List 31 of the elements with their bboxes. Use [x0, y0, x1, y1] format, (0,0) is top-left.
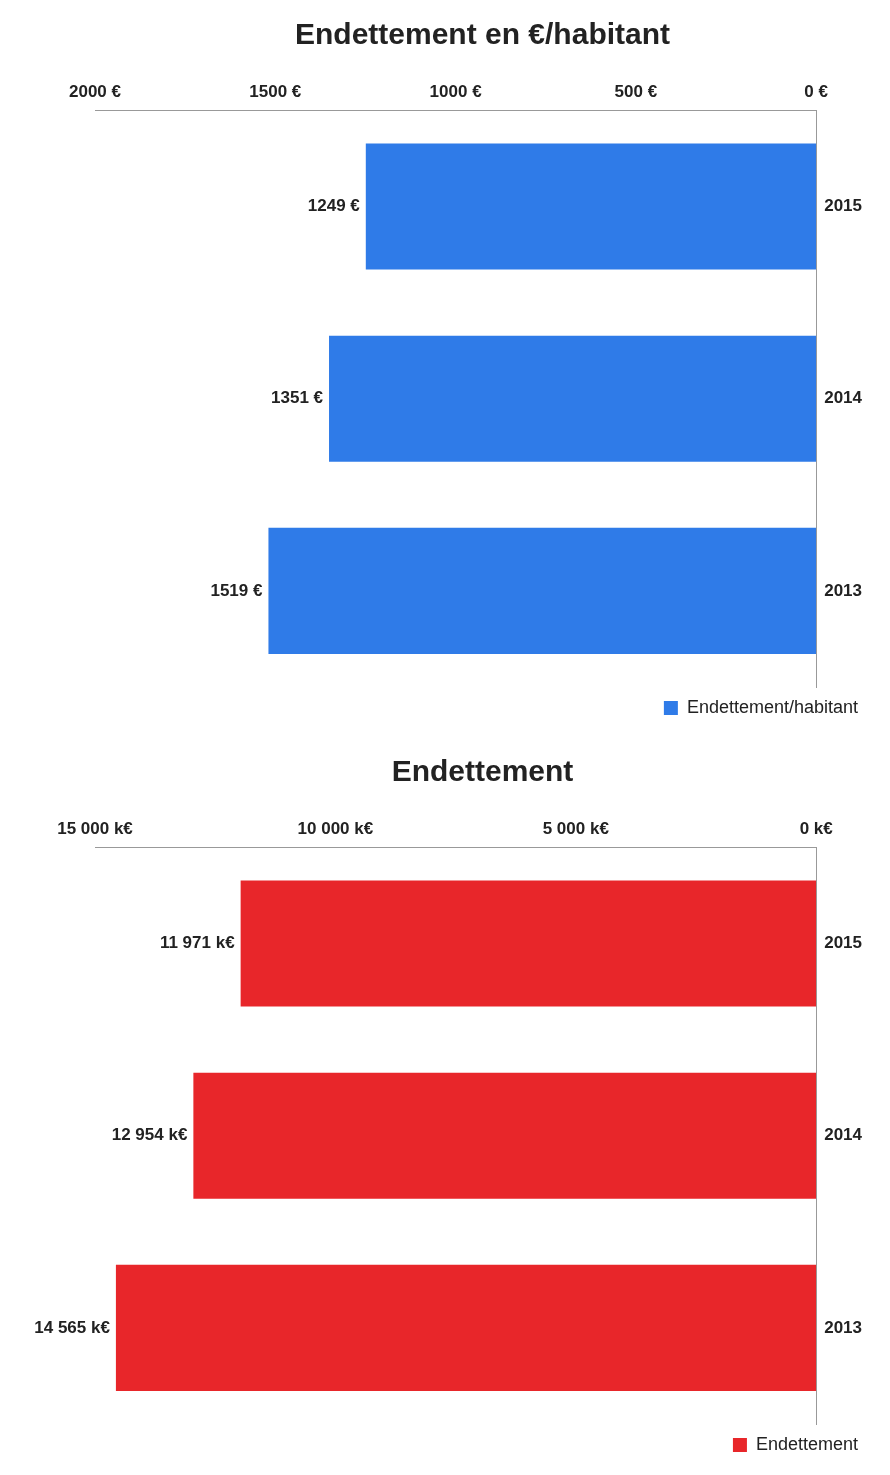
bar [240, 880, 817, 1007]
y-tick-label: 2015 [824, 196, 863, 216]
x-tick-label: 1000 € [429, 81, 483, 101]
x-tick-label: 0 € [804, 81, 829, 101]
x-tick-label: 0 k€ [799, 818, 834, 838]
bar [329, 335, 817, 462]
data-label: 1351 € [271, 388, 324, 408]
bar [115, 1264, 817, 1391]
bar [193, 1072, 817, 1199]
bar [365, 143, 817, 270]
chart-title: Endettement en €/habitant [294, 17, 671, 51]
y-tick-label: 2014 [824, 1125, 863, 1145]
chart-title: Endettement [391, 754, 574, 788]
y-tick-label: 2014 [824, 388, 863, 408]
data-label: 11 971 k€ [159, 933, 236, 953]
data-label: 1519 € [210, 580, 263, 600]
x-tick-label: 10 000 k€ [297, 818, 374, 838]
x-tick-label: 15 000 k€ [57, 818, 134, 838]
legend-label: Endettement [755, 1433, 859, 1454]
legend-label: Endettement/habitant [686, 696, 858, 717]
data-label: 14 565 k€ [34, 1317, 111, 1337]
x-tick-label: 5 000 k€ [542, 818, 610, 838]
x-tick-label: 500 € [614, 81, 658, 101]
y-tick-label: 2015 [824, 933, 863, 953]
data-label: 1249 € [307, 196, 361, 216]
y-tick-label: 2013 [824, 580, 863, 600]
x-tick-label: 1500 € [249, 81, 302, 101]
data-label: 12 954 k€ [111, 1125, 188, 1145]
bar [268, 527, 817, 654]
y-tick-label: 2013 [824, 1317, 863, 1337]
x-tick-label: 2000 € [69, 81, 122, 101]
